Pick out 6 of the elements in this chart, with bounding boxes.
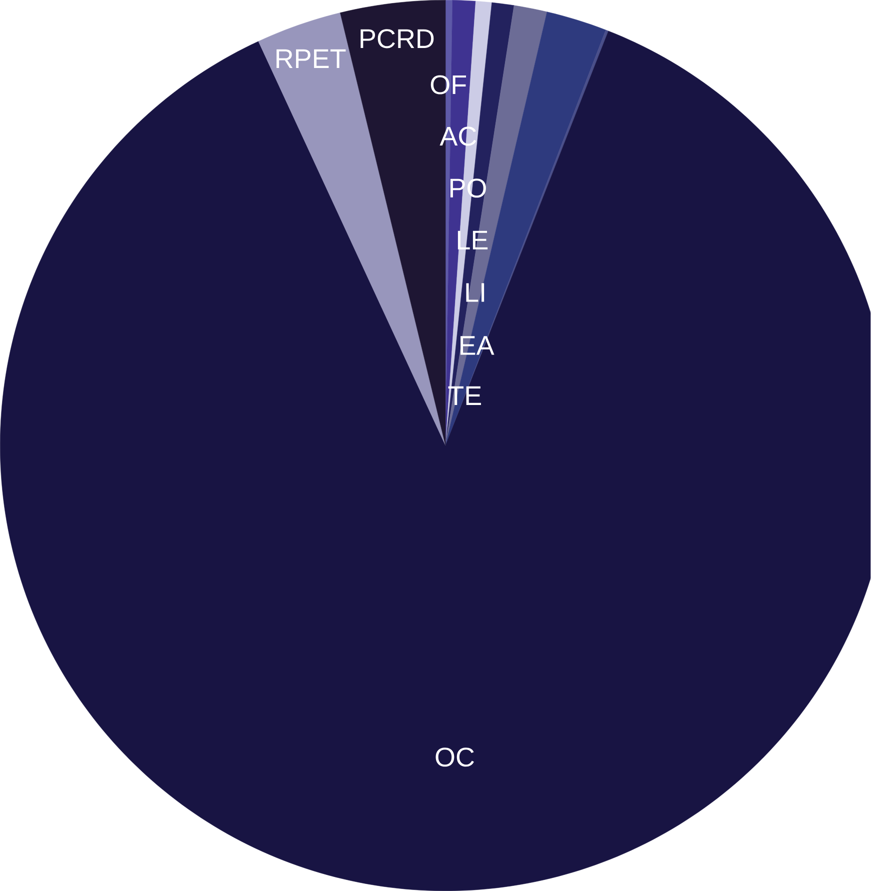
slice-label: RPET xyxy=(276,49,346,68)
slice-label: EA xyxy=(460,336,494,355)
slice-label: LI xyxy=(466,283,484,302)
slice-label: OC xyxy=(436,748,474,767)
slice-label: PCRD xyxy=(360,29,434,48)
slice-label: OF xyxy=(431,75,466,94)
